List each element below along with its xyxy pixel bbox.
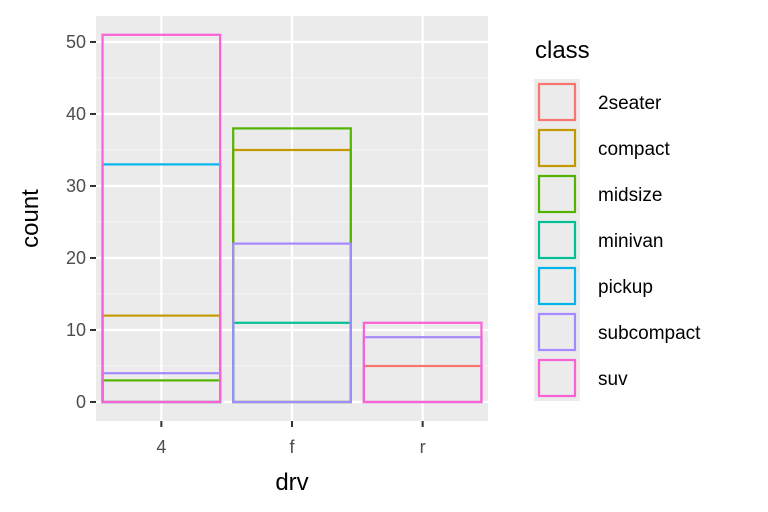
legend-key-2seater: [537, 82, 577, 122]
legend-key-bg: [534, 79, 580, 125]
y-axis: 0 10 20 30 40 50: [66, 32, 96, 412]
legend-label-compact: compact: [598, 139, 671, 160]
legend-key-bg: [534, 309, 580, 355]
y-tick-label: 50: [66, 32, 86, 52]
legend-key-bg: [534, 217, 580, 263]
y-axis-title: count: [17, 189, 44, 248]
legend-label-pickup: pickup: [598, 277, 653, 298]
legend-label-subcompact: subcompact: [598, 323, 701, 344]
legend-key-bg: [534, 355, 580, 401]
bars: [101, 33, 483, 404]
x-tick-label: r: [420, 437, 426, 457]
legend-key-suv: [537, 358, 577, 398]
legend-label-suv: suv: [598, 369, 628, 390]
legend-key-minivan: [537, 220, 577, 260]
legend-key-midsize: [537, 174, 577, 214]
legend-title: class: [535, 37, 590, 64]
legend-label-minivan: minivan: [598, 231, 663, 252]
grid: [96, 16, 488, 421]
legend-key-pickup: [537, 266, 577, 306]
bar-suv-4: [101, 33, 222, 404]
y-tick-label: 20: [66, 248, 86, 268]
x-tick-label: 4: [156, 437, 166, 457]
legend-label-2seater: 2seater: [598, 93, 662, 114]
x-axis: 4 f r: [156, 421, 426, 457]
bar-suv-r: [362, 321, 483, 404]
x-tick-label: f: [289, 437, 295, 457]
y-tick-label: 10: [66, 320, 86, 340]
bar-subcompact-f: [232, 242, 352, 404]
x-axis-title: drv: [275, 469, 308, 496]
legend-key-bg: [534, 171, 580, 217]
y-tick-label: 30: [66, 176, 86, 196]
legend-key-bg: [534, 263, 580, 309]
legend-key-compact: [537, 128, 577, 168]
y-tick-label: 40: [66, 104, 86, 124]
legend-key-bg: [534, 125, 580, 171]
legend-key-subcompact: [537, 312, 577, 352]
legend: class 2seater compact midsize minivan pickup…: [534, 37, 701, 401]
legend-label-midsize: midsize: [598, 185, 662, 206]
y-tick-label: 0: [76, 392, 86, 412]
